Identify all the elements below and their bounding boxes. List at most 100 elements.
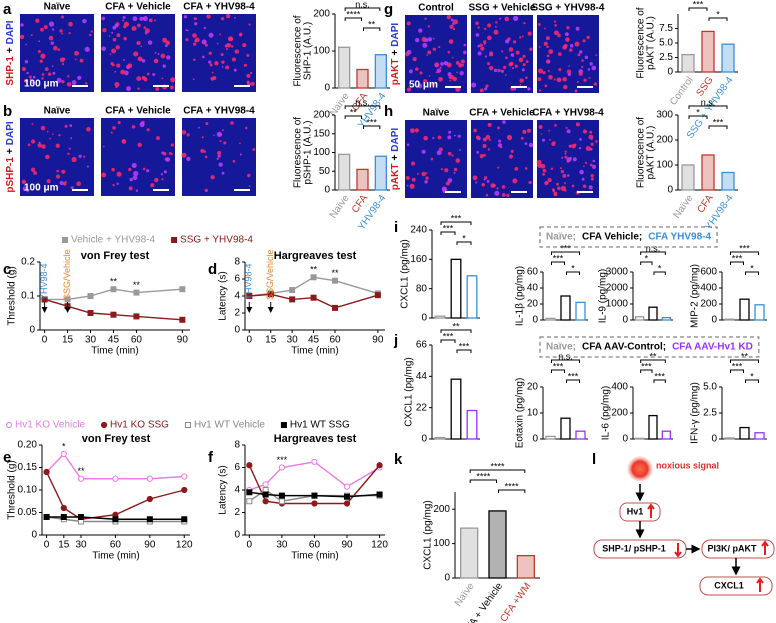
cell-signal — [250, 81, 255, 86]
cell-signal — [484, 176, 488, 180]
cell-signal — [521, 35, 524, 38]
significance-label: * — [462, 233, 466, 243]
cell-signal — [487, 148, 491, 151]
cell-signal — [70, 186, 74, 190]
cell-signal — [239, 142, 241, 145]
cell-signal — [68, 147, 71, 150]
x-tick-label: 15 — [265, 335, 277, 346]
cell-signal — [101, 172, 107, 178]
y-axis-label: pAKT (A.U.) — [646, 16, 657, 70]
significance-bracket — [708, 125, 728, 129]
cell-signal — [496, 187, 499, 190]
x-tick-label: 120 — [371, 540, 388, 551]
panel-label: l — [592, 451, 596, 468]
x-tick-label: 60 — [131, 335, 143, 346]
significance-bracket — [363, 27, 381, 31]
significance-bracket — [440, 339, 456, 343]
significance-label: *** — [732, 253, 743, 263]
cell-signal — [133, 170, 139, 177]
cell-signal — [447, 178, 453, 183]
y-tick-label: 0 — [31, 530, 37, 541]
cell-signal — [525, 76, 528, 79]
cell-signal — [32, 75, 36, 79]
cell-signal — [512, 178, 518, 184]
cell-signal — [221, 129, 224, 132]
cell-signal — [51, 65, 54, 68]
x-tick-label: 90 — [341, 540, 353, 551]
data-point — [110, 311, 117, 318]
cell-signal — [448, 130, 452, 134]
cell-signal — [557, 33, 561, 38]
data-point — [146, 495, 153, 503]
micrograph-title: CFA + Vehicle — [469, 108, 535, 119]
cell-signal — [230, 45, 234, 48]
cell-signal — [25, 43, 27, 46]
cell-signal — [497, 166, 500, 169]
cell-signal — [418, 28, 423, 33]
significance-bracket — [640, 251, 666, 255]
cell-signal — [511, 67, 515, 70]
cell-signal — [583, 78, 587, 82]
cell-signal — [233, 68, 237, 72]
cell-signal — [154, 19, 157, 22]
stain-plus: + — [5, 47, 16, 53]
significance-bracket — [730, 261, 744, 265]
cell-signal — [204, 155, 208, 159]
bar — [450, 378, 462, 440]
cell-signal — [485, 193, 489, 197]
cell-signal — [123, 58, 126, 61]
cell-signal — [417, 83, 423, 89]
cell-signal — [22, 186, 28, 192]
cell-signal — [583, 165, 585, 168]
cell-signal — [21, 179, 27, 185]
cell-signal — [69, 124, 73, 127]
x-tick-label: 15 — [58, 540, 70, 551]
cell-signal — [31, 123, 34, 125]
legend-label: CFA AAV-Control; — [582, 342, 666, 353]
cell-signal — [79, 58, 84, 63]
data-point — [146, 516, 153, 523]
cell-signal — [162, 64, 166, 68]
cell-signal — [424, 17, 427, 20]
cell-signal — [128, 186, 133, 191]
significance-label: * — [658, 263, 662, 273]
significance-bracket — [498, 489, 526, 493]
data-point — [267, 291, 274, 298]
cell-signal — [45, 154, 50, 160]
cell-signal — [61, 169, 66, 174]
cell-signal — [427, 37, 433, 42]
y-tick-label: 66 — [416, 340, 428, 351]
cell-signal — [579, 137, 582, 141]
cell-signal — [101, 46, 106, 52]
cell-signal — [595, 54, 598, 56]
cell-signal — [219, 139, 222, 143]
cell-signal — [71, 80, 77, 85]
x-tick-label: 30 — [276, 540, 288, 551]
cell-signal — [142, 16, 148, 22]
cell-signal — [525, 60, 529, 64]
significance-label: ** — [649, 351, 657, 361]
category-label: Naïve — [453, 581, 477, 609]
y-tick-label: 8 — [234, 257, 240, 268]
significance-bracket — [653, 379, 666, 383]
y-tick-label: 40 — [527, 283, 539, 294]
data-point — [133, 313, 140, 320]
cell-signal — [514, 64, 518, 68]
data-point — [60, 504, 67, 512]
cell-signal — [591, 164, 597, 169]
cell-signal — [209, 63, 213, 67]
y-tick-label: 600 — [700, 267, 717, 278]
cell-signal — [217, 150, 222, 156]
data-point — [262, 481, 269, 488]
significance-bracket — [653, 271, 666, 275]
cell-signal — [44, 67, 49, 71]
cell-signal — [64, 124, 68, 128]
cell-signal — [495, 25, 497, 28]
cell-signal — [551, 142, 556, 146]
y-axis-label: pAKT (A.U.) — [646, 126, 657, 180]
cell-signal — [509, 61, 514, 66]
data-point — [181, 486, 188, 494]
bar — [724, 318, 735, 321]
cell-signal — [112, 25, 117, 30]
cell-signal — [170, 143, 175, 147]
